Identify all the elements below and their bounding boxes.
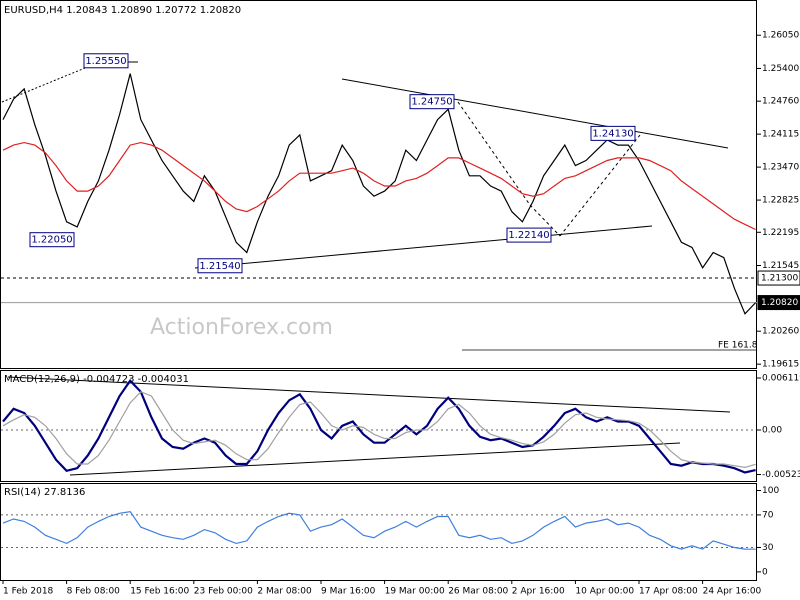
annotation-box — [590, 125, 636, 141]
level-box — [757, 270, 800, 286]
x-tick-label: 8 Feb 08:00 — [67, 587, 121, 597]
x-tick-label: 19 Mar 00:00 — [385, 587, 445, 597]
x-tick-label: 10 Apr 00:00 — [575, 587, 634, 597]
x-tick-label: 2 Apr 16:00 — [512, 587, 565, 597]
annotation-box — [29, 232, 75, 248]
annotation-label: 1.22140 — [508, 230, 549, 241]
x-tick-label: 23 Feb 00:00 — [194, 587, 253, 597]
annotation-label: 1.25550 — [85, 56, 126, 67]
series-line — [2, 511, 756, 550]
macd-title: MACD(12,26,9) -0.004723 -0.004031 — [4, 374, 189, 385]
level-label: 1.20820 — [761, 298, 798, 308]
y-tick-label: 0 — [762, 567, 768, 577]
y-tick-label: -0.005239 — [762, 470, 800, 480]
y-tick-label: 1.22825 — [762, 196, 799, 206]
rsi-title: RSI(14) 27.8136 — [4, 487, 85, 498]
y-tick-label: 1.26050 — [762, 31, 799, 41]
annotation-label: 1.24750 — [411, 97, 452, 108]
annotation-box — [506, 227, 552, 243]
series-line — [2, 141, 756, 231]
x-tick-label: 9 Mar 16:00 — [321, 587, 376, 597]
price-panel — [0, 0, 757, 369]
y-tick-label: 0.00 — [762, 426, 782, 436]
y-tick-label: 100 — [762, 486, 779, 496]
x-tick-label: 24 Apr 16:00 — [703, 587, 762, 597]
series-line — [2, 73, 757, 315]
watermark: ActionForex.com — [150, 315, 333, 340]
y-tick-label: 1.24115 — [762, 130, 799, 140]
x-tick-label: 26 Mar 08:00 — [448, 587, 508, 597]
series-line — [2, 378, 756, 474]
macd-panel — [0, 370, 757, 482]
x-tick-label: 15 Feb 16:00 — [130, 587, 189, 597]
price-title: EURUSD,H4 1.20843 1.20890 1.20772 1.2082… — [4, 5, 241, 16]
annotation-box — [197, 258, 243, 274]
y-tick-label: 1.25400 — [762, 64, 799, 74]
y-tick-label: 1.21545 — [762, 261, 799, 271]
annotation-label: 1.22050 — [31, 235, 72, 246]
level-label: 1.21300 — [761, 274, 798, 284]
y-tick-label: 1.24760 — [762, 97, 799, 107]
rsi-panel — [0, 483, 757, 581]
fe-label: FE 161.8 — [718, 341, 758, 351]
level-box — [757, 295, 800, 311]
y-tick-label: 1.19615 — [762, 360, 799, 370]
x-tick-label: 17 Apr 08:00 — [639, 587, 698, 597]
annotation-label: 1.24130 — [592, 128, 633, 139]
series-line — [2, 391, 756, 469]
y-tick-label: 0.006119 — [762, 374, 800, 384]
y-tick-label: 30 — [762, 543, 774, 553]
trendlines — [1, 61, 756, 476]
y-tick-label: 1.23470 — [762, 163, 799, 173]
x-tick-label: 1 Feb 2018 — [3, 587, 54, 597]
annotation-label: 1.21540 — [199, 261, 240, 272]
y-tick-label: 70 — [762, 510, 774, 520]
annotation-box — [83, 53, 129, 69]
y-tick-label: 1.20260 — [762, 327, 799, 337]
x-tick-label: 2 Mar 08:00 — [257, 587, 312, 597]
y-tick-label: 1.22195 — [762, 228, 799, 238]
annotation-box — [409, 94, 455, 110]
